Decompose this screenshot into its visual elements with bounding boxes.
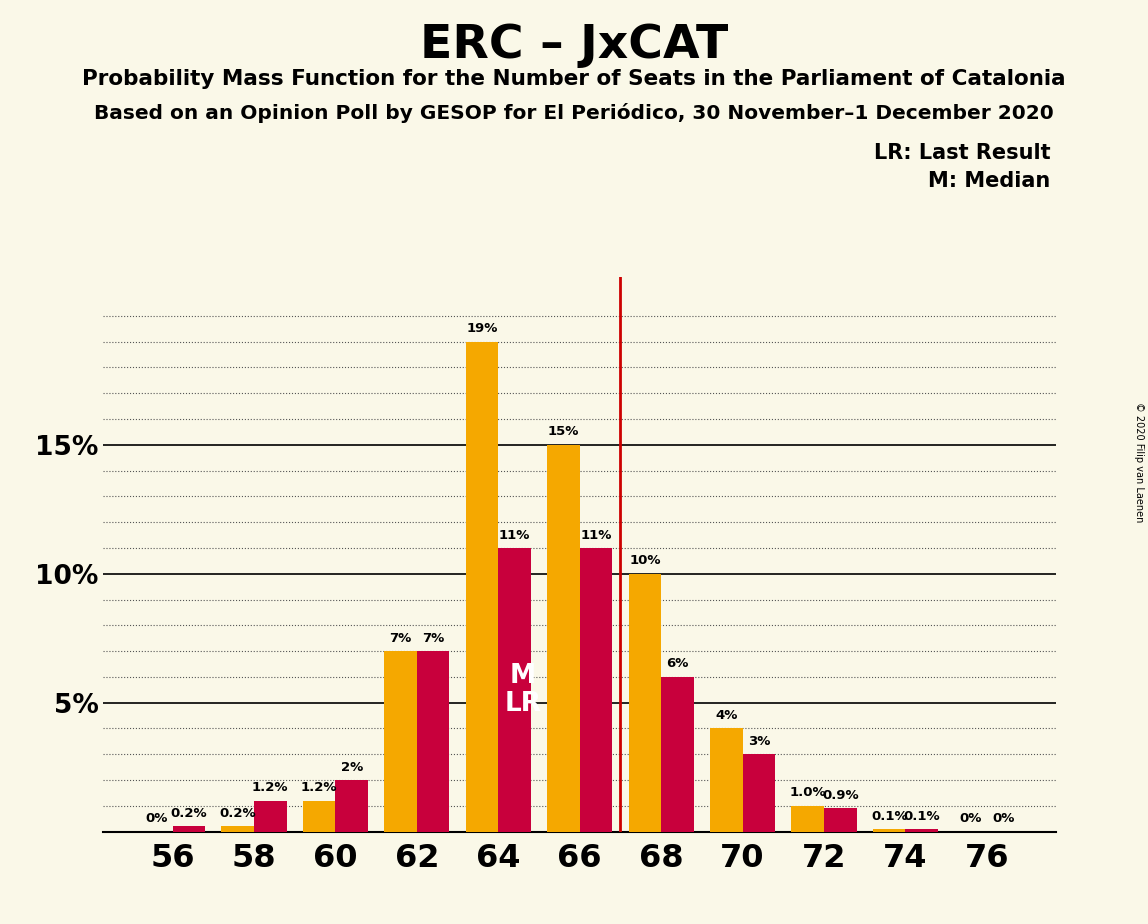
Text: 0.2%: 0.2% xyxy=(219,807,256,820)
Bar xyxy=(335,780,369,832)
Text: LR: Last Result: LR: Last Result xyxy=(874,143,1050,164)
Text: 11%: 11% xyxy=(499,529,530,541)
Text: 0%: 0% xyxy=(960,812,982,825)
Text: © 2020 Filip van Laenen: © 2020 Filip van Laenen xyxy=(1134,402,1143,522)
Text: M
LR: M LR xyxy=(504,663,541,717)
Text: 15%: 15% xyxy=(548,425,579,438)
Bar xyxy=(254,801,287,832)
Text: 0.1%: 0.1% xyxy=(871,809,908,822)
Bar xyxy=(580,548,612,832)
Text: 7%: 7% xyxy=(422,632,444,645)
Bar xyxy=(629,574,661,832)
Text: 1.2%: 1.2% xyxy=(301,781,338,795)
Text: ERC – JxCAT: ERC – JxCAT xyxy=(420,23,728,68)
Text: 11%: 11% xyxy=(581,529,612,541)
Text: 0.9%: 0.9% xyxy=(822,789,859,802)
Text: 3%: 3% xyxy=(747,735,770,748)
Bar xyxy=(743,754,775,832)
Bar xyxy=(906,829,938,832)
Text: 7%: 7% xyxy=(389,632,412,645)
Bar xyxy=(548,444,580,832)
Text: 2%: 2% xyxy=(341,760,363,773)
Text: 0%: 0% xyxy=(992,812,1015,825)
Text: Based on an Opinion Poll by GESOP for El Periódico, 30 November–1 December 2020: Based on an Opinion Poll by GESOP for El… xyxy=(94,103,1054,124)
Text: 19%: 19% xyxy=(466,322,498,335)
Text: 0.1%: 0.1% xyxy=(903,809,940,822)
Text: 10%: 10% xyxy=(629,554,660,567)
Bar xyxy=(466,342,498,832)
Bar xyxy=(222,826,254,832)
Text: M: Median: M: Median xyxy=(929,171,1050,191)
Bar xyxy=(824,808,856,832)
Text: 4%: 4% xyxy=(715,709,737,722)
Bar xyxy=(303,801,335,832)
Bar xyxy=(172,826,205,832)
Text: 0%: 0% xyxy=(145,812,168,825)
Bar xyxy=(417,651,449,832)
Text: 0.2%: 0.2% xyxy=(171,807,207,820)
Bar xyxy=(791,806,824,832)
Bar xyxy=(661,677,693,832)
Bar xyxy=(385,651,417,832)
Bar xyxy=(711,728,743,832)
Text: 1.2%: 1.2% xyxy=(253,781,288,795)
Text: 6%: 6% xyxy=(666,658,689,671)
Text: Probability Mass Function for the Number of Seats in the Parliament of Catalonia: Probability Mass Function for the Number… xyxy=(83,69,1065,90)
Bar xyxy=(872,829,906,832)
Text: 1.0%: 1.0% xyxy=(790,786,827,799)
Bar xyxy=(498,548,530,832)
